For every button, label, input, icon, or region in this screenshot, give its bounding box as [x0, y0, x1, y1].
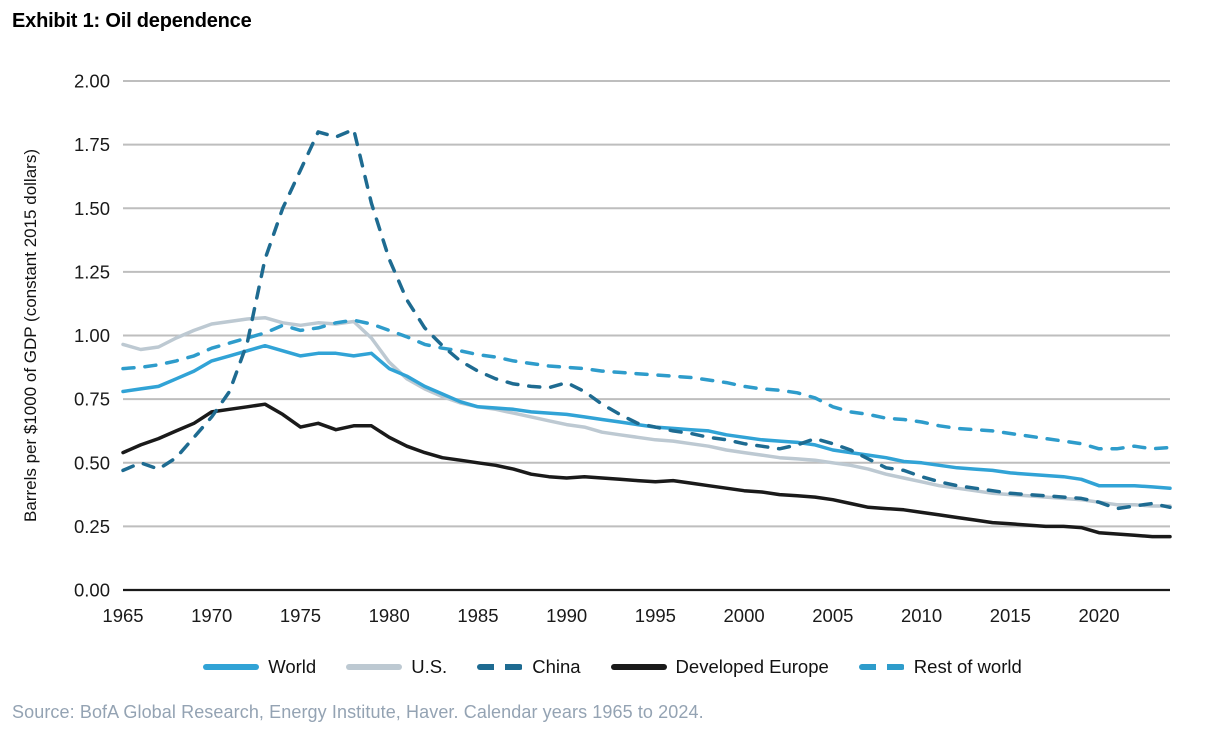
series-line-u-s [121, 315, 1172, 508]
legend-swatch-developed-europe-line [610, 664, 667, 670]
legend-item-china: China [477, 656, 581, 678]
series-line-developed-europe [121, 402, 1172, 539]
legend: World U.S. China Developed Europe Rest o… [0, 656, 1225, 678]
x-tick-label: 1975 [280, 605, 321, 626]
legend-swatch-china-line [477, 664, 524, 670]
x-tick-label: 1995 [635, 605, 676, 626]
legend-swatch-world-line [203, 664, 260, 670]
chart-svg: 2.00 1.75 1.50 1.25 1.00 0.75 0.50 0.25 0.00 1965… [21, 71, 1172, 626]
series-line-rest-of-world [121, 318, 1172, 451]
legend-item-world: World [203, 656, 316, 678]
y-tick-label: 0.25 [74, 516, 110, 537]
x-tick-label: 2010 [901, 605, 942, 626]
x-tick-label: 2020 [1078, 605, 1119, 626]
y-tick-label: 0.00 [74, 580, 110, 601]
x-tick-label: 1970 [191, 605, 232, 626]
legend-label-china: China [532, 656, 581, 677]
legend-item-developed-europe: Developed Europe [610, 656, 829, 678]
legend-item-us: U.S. [346, 656, 447, 678]
y-tick-label: 0.75 [74, 389, 110, 410]
y-tick-label: 2.00 [74, 71, 110, 92]
legend-label-developed-europe: Developed Europe [675, 656, 829, 677]
series-line-world [121, 343, 1172, 490]
legend-swatch-rest-of-world-line [858, 664, 905, 670]
source-text: Source: BofA Global Research, Energy Ins… [12, 702, 704, 722]
y-tick-label: 1.00 [74, 325, 110, 346]
legend-label-us: U.S. [411, 656, 448, 677]
x-tick-label: 1965 [102, 605, 143, 626]
x-tick-label: 1985 [457, 605, 498, 626]
y-tick-label: 1.75 [74, 134, 110, 155]
legend-label-rest-of-world: Rest of world [913, 656, 1022, 677]
y-tick-label: 0.50 [74, 452, 110, 473]
x-tick-label: 2000 [724, 605, 765, 626]
series-line-china [121, 127, 1172, 511]
x-tick-label: 2015 [990, 605, 1031, 626]
y-tick-label: 1.50 [74, 198, 110, 219]
legend-item-rest-of-world: Rest of world [858, 656, 1022, 678]
x-tick-label: 1980 [369, 605, 410, 626]
legend-swatch-us-line [346, 664, 403, 670]
x-tick-label: 1990 [546, 605, 587, 626]
page-title: Exhibit 1: Oil dependence [12, 10, 252, 32]
y-tick-label: 1.25 [74, 261, 110, 282]
x-tick-label: 2005 [812, 605, 853, 626]
y-axis-title: Barrels per $1000 of GDP (constant 2015 … [21, 149, 40, 522]
legend-label-world: World [268, 656, 317, 677]
